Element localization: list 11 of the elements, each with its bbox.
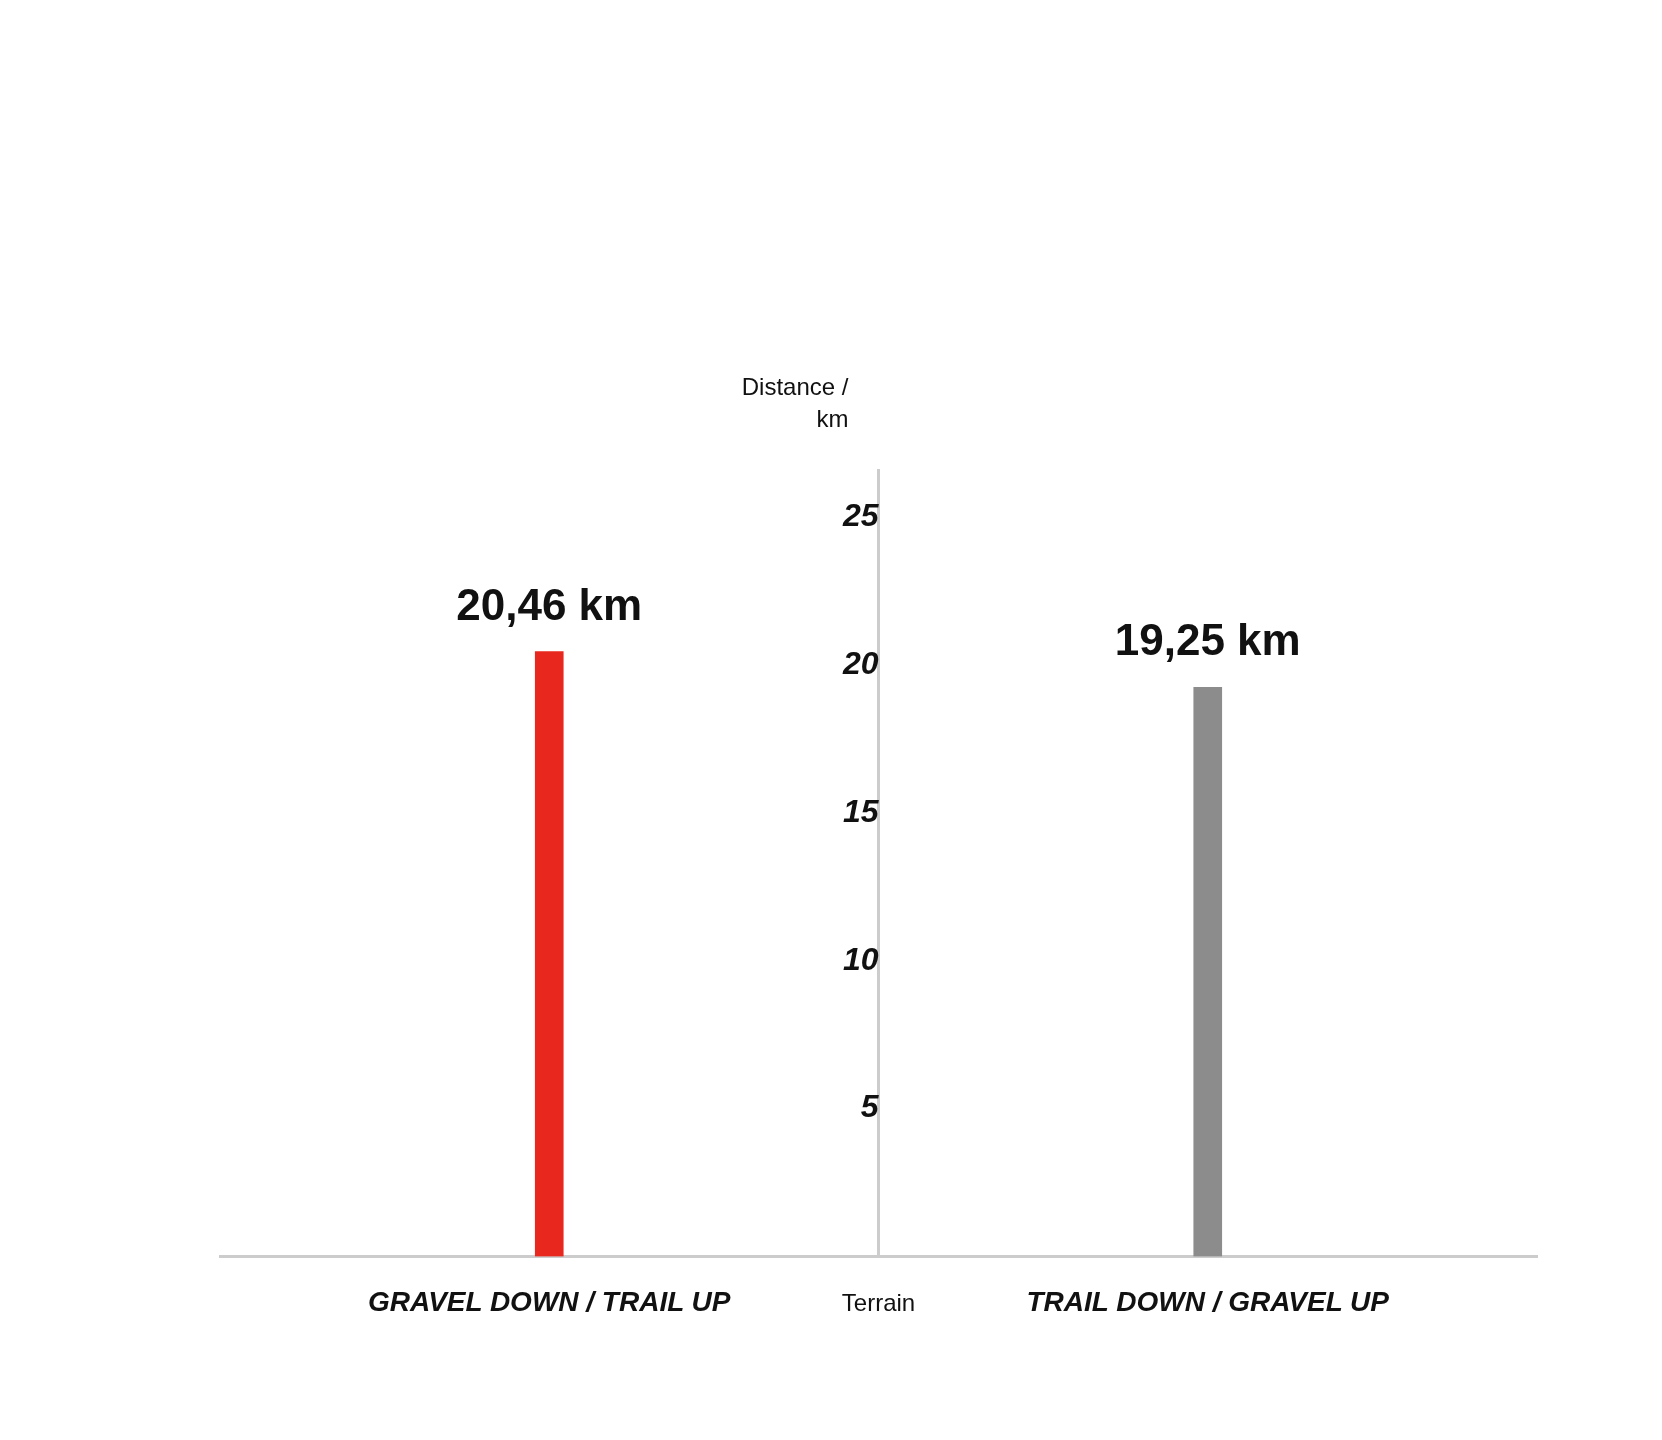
data-label: 20,46 km [456, 579, 643, 629]
x-axis-title: Terrain [841, 1289, 916, 1317]
y-tick-label: 10 [842, 940, 879, 977]
y-tick-label: 25 [841, 497, 880, 534]
y-tick-label: 20 [841, 644, 879, 681]
data-label: 19,25 km [1114, 615, 1301, 665]
x-tick-label: GRAVEL DOWN / TRAIL UP [368, 1285, 731, 1317]
x-tick-label: TRAIL DOWN / GRAVEL UP [1026, 1285, 1390, 1317]
y-axis-title: Distance / km [741, 372, 849, 432]
y-tick-label: 5 [860, 1088, 880, 1125]
y-tick-label: 15 [842, 792, 880, 829]
